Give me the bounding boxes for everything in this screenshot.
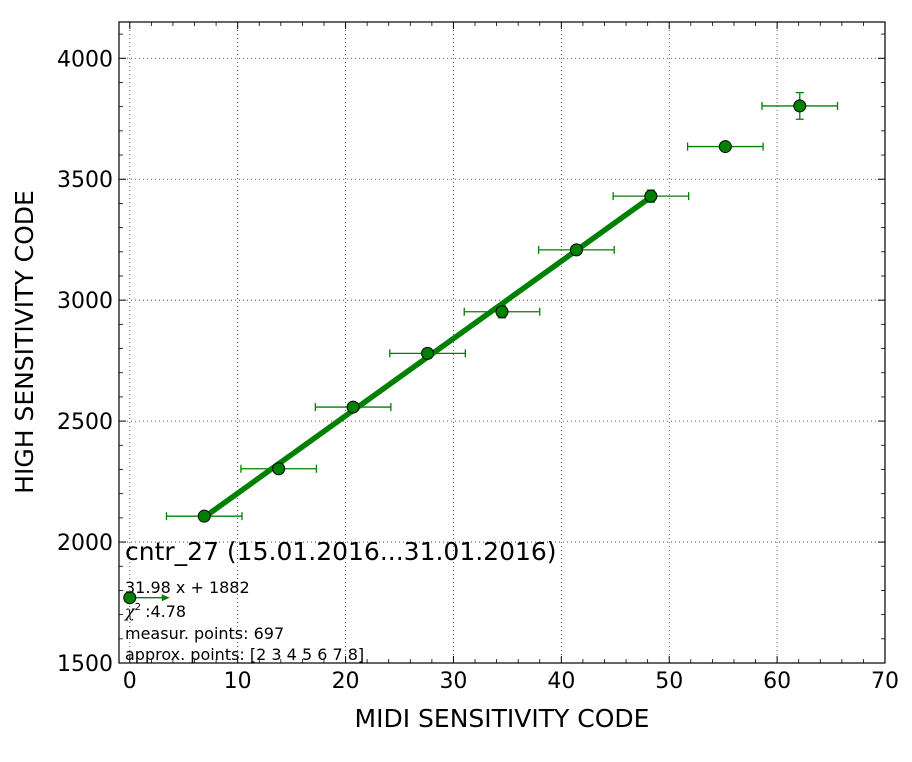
data-point: [272, 462, 286, 476]
chi-exponent: 2: [135, 602, 141, 613]
x-tick-labels: 0 10 20 30 40 50 60 70: [123, 669, 899, 694]
y-tick-labels: 1500 2000 2500 3000 3500 4000: [57, 47, 113, 677]
x-tick-label: 20: [332, 669, 360, 694]
annotation-measur-points: measur. points: 697: [125, 624, 284, 643]
x-tick-label: 0: [123, 669, 137, 694]
y-tick-label: 1500: [57, 652, 113, 677]
data-point: [495, 305, 509, 319]
y-tick-label: 3000: [57, 289, 113, 314]
data-point: [346, 400, 360, 414]
data-point: [718, 140, 732, 154]
annotation-approx-points: approx. points: [2 3 4 5 6 7 8]: [125, 645, 364, 664]
annotation-title: cntr_27 (15.01.2016...31.01.2016): [125, 537, 557, 566]
y-tick-label: 3500: [57, 168, 113, 193]
data-point: [644, 189, 658, 203]
data-point: [123, 591, 137, 605]
x-tick-label: 40: [547, 669, 575, 694]
plot-frame: [118, 21, 886, 664]
x-tick-label: 50: [655, 669, 683, 694]
annotation-chi-square: χ2 :4.78: [124, 602, 186, 621]
x-tick-label: 30: [439, 669, 467, 694]
y-tick-label: 4000: [57, 47, 113, 72]
x-tick-label: 60: [763, 669, 791, 694]
y-tick-label: 2000: [57, 531, 113, 556]
data-point: [793, 99, 807, 113]
arrow-head: [161, 594, 170, 602]
data-point: [421, 346, 435, 360]
data-point: [197, 509, 211, 523]
y-axis-label: HIGH SENSITIVITY CODE: [10, 190, 39, 494]
chi-symbol: χ: [124, 602, 136, 621]
y-tick-label: 2500: [57, 410, 113, 435]
chi-value: :4.78: [145, 602, 186, 621]
annotation-equation: 31.98 x + 1882: [125, 578, 250, 597]
x-tick-label: 70: [871, 669, 899, 694]
x-axis-label: MIDI SENSITIVITY CODE: [355, 704, 650, 733]
data-points: [123, 99, 807, 605]
x-tick-label: 10: [224, 669, 252, 694]
axis-ticks: [119, 22, 886, 664]
data-point: [569, 243, 583, 257]
